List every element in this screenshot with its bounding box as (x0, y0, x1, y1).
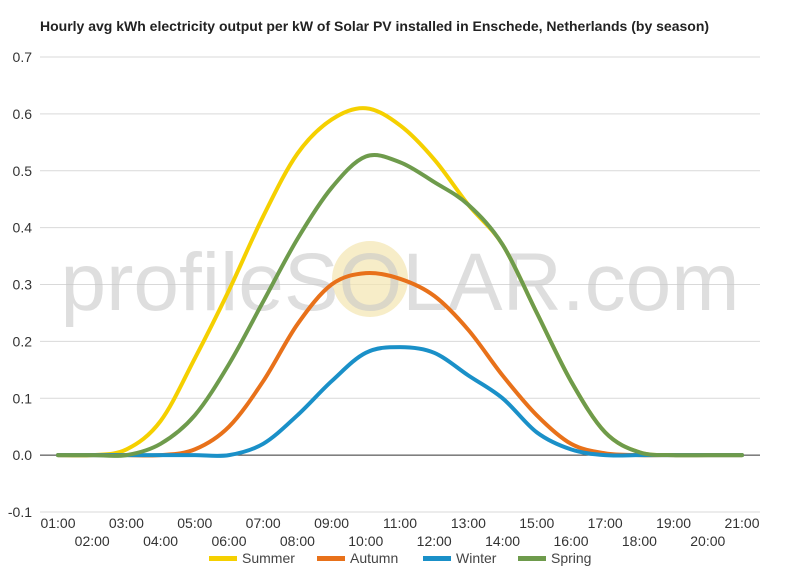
y-tick-label: 0.3 (13, 277, 33, 293)
x-tick-label: 10:00 (348, 533, 383, 549)
x-tick-label: 14:00 (485, 533, 520, 549)
x-tick-label: 01:00 (40, 515, 75, 531)
legend-swatch-spring (518, 556, 546, 561)
x-tick-label: 15:00 (519, 515, 554, 531)
legend-label-autumn: Autumn (350, 550, 398, 566)
y-tick-label: -0.1 (8, 504, 32, 520)
y-tick-label: 0.0 (13, 447, 33, 463)
x-tick-label: 04:00 (143, 533, 178, 549)
legend-swatch-autumn (317, 556, 345, 561)
watermark-text: profileSOLAR.com (60, 237, 739, 328)
x-tick-label: 19:00 (656, 515, 691, 531)
watermark-sun (332, 241, 408, 317)
y-tick-label: 0.6 (13, 106, 33, 122)
legend-label-spring: Spring (551, 550, 591, 566)
x-tick-label: 16:00 (553, 533, 588, 549)
y-axis-ticks: -0.1 0.0 0.1 0.2 0.3 0.4 0.5 0.6 0.7 (8, 49, 32, 520)
x-tick-label: 07:00 (246, 515, 281, 531)
chart-title: Hourly avg kWh electricity output per kW… (40, 18, 710, 34)
watermark: profileSOLAR.com (60, 237, 739, 328)
x-tick-label: 21:00 (724, 515, 759, 531)
x-tick-label: 05:00 (177, 515, 212, 531)
y-tick-label: 0.1 (13, 390, 33, 406)
y-tick-label: 0.4 (13, 220, 33, 236)
series-line-winter (56, 345, 744, 458)
legend-label-summer: Summer (242, 550, 295, 566)
legend-swatch-winter (423, 556, 451, 561)
x-tick-label: 09:00 (314, 515, 349, 531)
y-tick-label: 0.7 (13, 49, 33, 65)
y-tick-label: 0.2 (13, 333, 33, 349)
x-tick-label: 12:00 (417, 533, 452, 549)
y-tick-label: 0.5 (13, 163, 33, 179)
x-tick-label: 13:00 (451, 515, 486, 531)
x-tick-label: 17:00 (588, 515, 623, 531)
legend-label-winter: Winter (456, 550, 497, 566)
legend: Summer Autumn Winter Spring (209, 550, 591, 566)
x-tick-label: 08:00 (280, 533, 315, 549)
series-lines (56, 106, 744, 458)
x-tick-label: 02:00 (75, 533, 110, 549)
x-tick-label: 03:00 (109, 515, 144, 531)
x-tick-label: 18:00 (622, 533, 657, 549)
x-tick-label: 11:00 (383, 515, 417, 531)
series-line-spring (56, 153, 744, 458)
legend-swatch-summer (209, 556, 237, 561)
x-tick-label: 20:00 (690, 533, 725, 549)
x-tick-label: 06:00 (211, 533, 246, 549)
